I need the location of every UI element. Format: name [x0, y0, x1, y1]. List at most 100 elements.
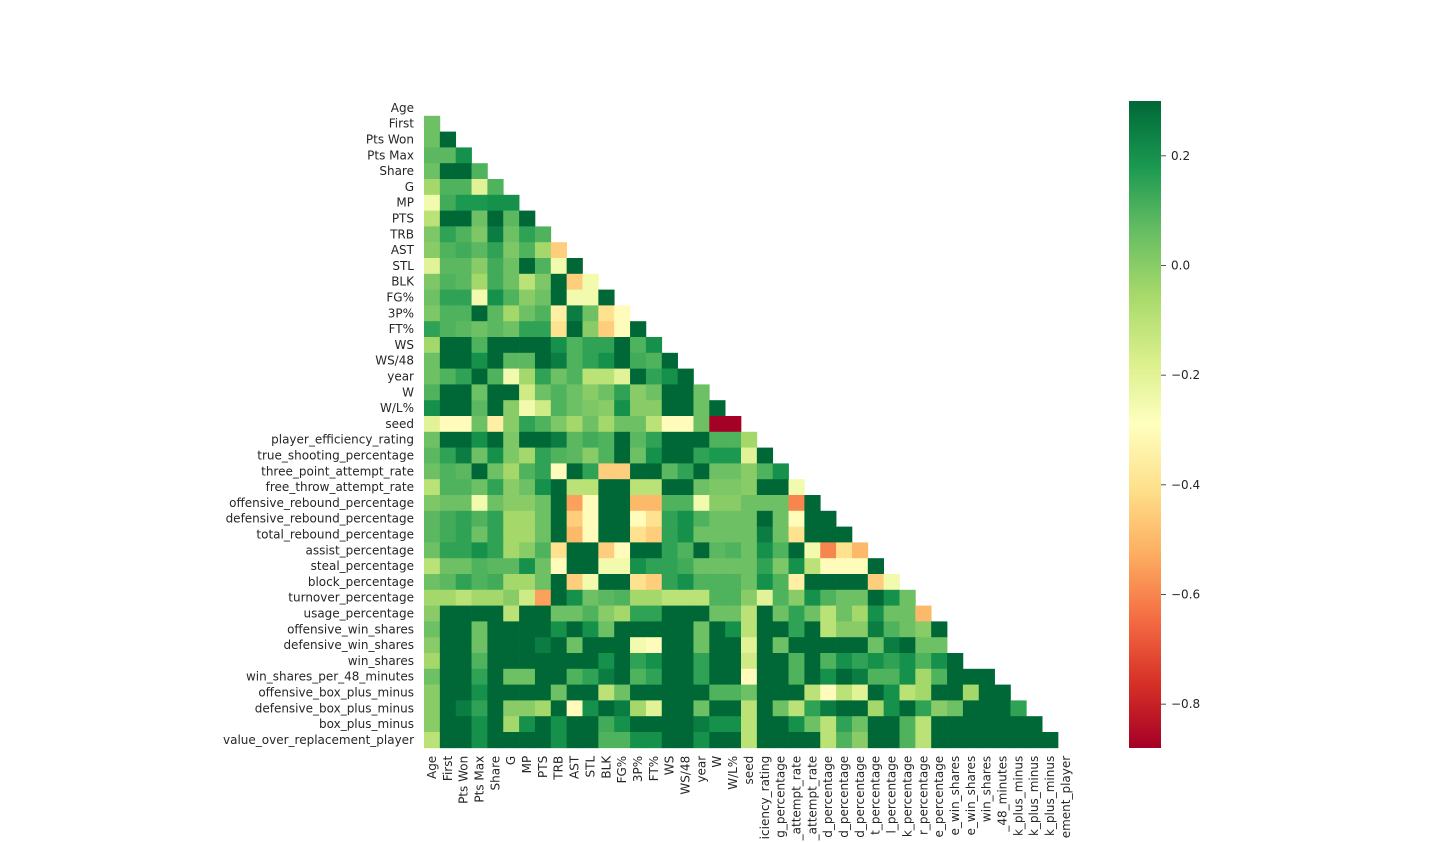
heatmap-cell	[471, 210, 488, 227]
heatmap-cell	[519, 258, 536, 275]
heatmap-cell	[772, 732, 789, 749]
heatmap-cell	[614, 542, 631, 559]
heatmap-cell	[471, 400, 488, 417]
heatmap-cell	[741, 621, 758, 638]
heatmap-cell	[439, 732, 457, 749]
heatmap-cell	[519, 510, 536, 527]
heatmap-cell	[788, 653, 805, 670]
heatmap-cell	[741, 479, 758, 496]
heatmap-cell	[788, 495, 805, 512]
heatmap-cell	[550, 700, 567, 717]
heatmap-cell	[630, 668, 647, 685]
x-tick-label: r_percentage	[916, 756, 930, 835]
heatmap-cell	[1010, 716, 1027, 733]
heatmap-cell	[915, 653, 932, 670]
heatmap-cell	[566, 637, 583, 654]
heatmap-cell	[820, 732, 837, 749]
heatmap-cell	[836, 526, 853, 543]
y-tick-label: BLK	[391, 275, 415, 289]
heatmap-cell	[741, 463, 758, 480]
heatmap-cell	[931, 684, 948, 701]
heatmap-cell	[915, 637, 932, 654]
heatmap-cell	[487, 684, 504, 701]
heatmap-cell	[693, 416, 710, 433]
heatmap-cell	[614, 510, 631, 527]
heatmap-cell	[756, 621, 774, 638]
heatmap-cell	[915, 684, 932, 701]
heatmap-cell	[772, 637, 789, 654]
heatmap-cell	[566, 668, 583, 685]
heatmap-cell	[487, 574, 504, 591]
heatmap-cell	[582, 400, 599, 417]
heatmap-cell	[550, 479, 567, 496]
heatmap-cell	[693, 400, 710, 417]
heatmap-cell	[978, 732, 995, 749]
heatmap-cell	[677, 479, 694, 496]
heatmap-cell	[566, 305, 583, 322]
heatmap-cell	[439, 226, 457, 243]
heatmap-cell	[534, 668, 552, 685]
heatmap-cell	[962, 732, 980, 749]
heatmap-cell	[883, 637, 900, 654]
heatmap-cell	[772, 684, 789, 701]
heatmap-cell	[677, 732, 694, 749]
colorbar	[1129, 101, 1161, 748]
heatmap-cell	[424, 732, 441, 749]
heatmap-cell	[534, 258, 552, 275]
heatmap-cell	[487, 732, 504, 749]
heatmap-cell	[693, 684, 710, 701]
heatmap-cell	[661, 495, 678, 512]
heatmap-cell	[661, 431, 678, 448]
heatmap-cell	[534, 305, 552, 322]
heatmap-cell	[455, 321, 472, 338]
heatmap-cell	[788, 684, 805, 701]
heatmap-cell	[788, 605, 805, 622]
heatmap-cell	[487, 447, 504, 464]
heatmap-cell	[424, 716, 441, 733]
heatmap-cell	[424, 700, 441, 717]
heatmap-cell	[503, 384, 520, 401]
heatmap-cell	[661, 637, 678, 654]
heatmap-cell	[614, 716, 631, 733]
heatmap-cell	[598, 621, 615, 638]
heatmap-cell	[582, 510, 599, 527]
heatmap-cell	[424, 684, 441, 701]
x-tick-label: _attempt_rate	[789, 756, 803, 842]
heatmap-cell	[788, 732, 805, 749]
heatmap-cell	[455, 289, 472, 306]
heatmap-cell	[519, 447, 536, 464]
heatmap-cell	[630, 700, 647, 717]
heatmap-cell	[566, 653, 583, 670]
heatmap-cell	[677, 416, 694, 433]
heatmap-cell	[804, 653, 821, 670]
heatmap-cell	[598, 700, 615, 717]
heatmap-cell	[519, 700, 536, 717]
heatmap-cell	[630, 684, 647, 701]
x-tick-label: MP	[520, 756, 534, 774]
heatmap-cell	[439, 337, 457, 354]
heatmap-cell	[439, 368, 457, 385]
heatmap-cell	[851, 558, 869, 575]
heatmap-cell	[725, 526, 742, 543]
heatmap-cell	[503, 368, 520, 385]
heatmap-cell	[630, 400, 647, 417]
heatmap-cell	[487, 400, 504, 417]
heatmap-cell	[550, 668, 567, 685]
heatmap-cell	[439, 163, 457, 180]
heatmap-cell	[487, 700, 504, 717]
heatmap-cell	[677, 447, 694, 464]
heatmap-cell	[471, 447, 488, 464]
heatmap-cell	[424, 574, 441, 591]
heatmap-cell	[598, 479, 615, 496]
x-tick-label: Share	[488, 756, 502, 791]
heatmap-cell	[519, 368, 536, 385]
heatmap-cell	[899, 700, 916, 717]
heatmap-cell	[709, 400, 726, 417]
heatmap-cell	[709, 416, 726, 433]
heatmap-cell	[455, 668, 472, 685]
heatmap-cell	[756, 716, 774, 733]
heatmap-cell	[741, 447, 758, 464]
heatmap-cell	[598, 321, 615, 338]
heatmap-cell	[471, 305, 488, 322]
